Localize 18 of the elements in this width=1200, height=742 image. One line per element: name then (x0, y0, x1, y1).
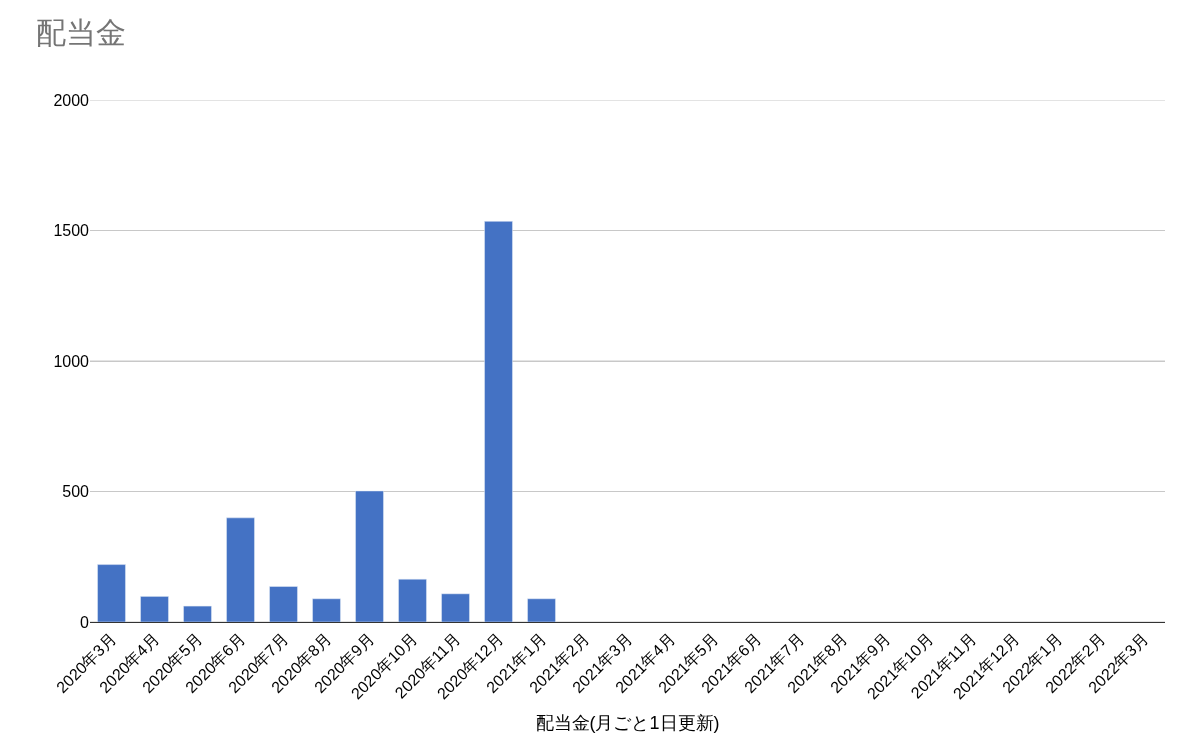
bar (312, 598, 341, 622)
bar (398, 578, 427, 622)
bar (269, 586, 298, 622)
y-tick-label: 2000 (53, 91, 90, 109)
x-axis-title: 配当金(月ごと1日更新) (535, 713, 720, 734)
y-tick-label: 1000 (53, 352, 90, 370)
y-tick-label: 500 (62, 483, 90, 501)
bar (140, 596, 169, 622)
bar (183, 605, 212, 622)
y-tick-label: 1500 (53, 222, 90, 240)
y-tick-label: 0 (80, 613, 90, 631)
bar (441, 593, 470, 622)
bar (226, 517, 255, 622)
bar (355, 490, 384, 622)
bar (97, 564, 126, 622)
chart-title: 配当金 (36, 16, 126, 50)
bar (484, 221, 513, 622)
bar (527, 598, 556, 622)
